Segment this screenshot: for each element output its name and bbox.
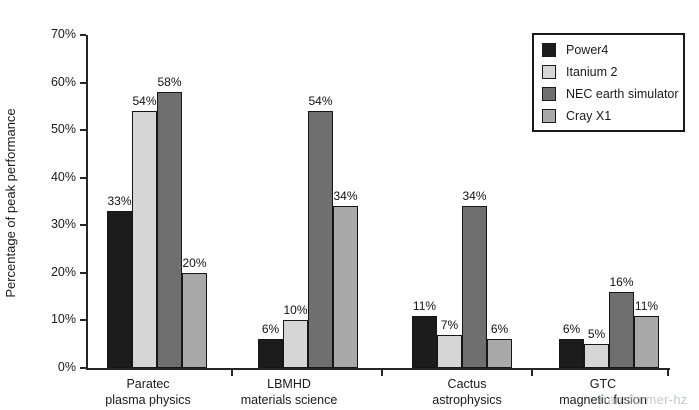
legend-label: NEC earth simulator	[566, 87, 679, 101]
bar-itanium-2-cactus	[437, 334, 462, 368]
x-category-label-line: plasma physics	[105, 393, 191, 407]
bar-value-label: 11%	[412, 298, 437, 313]
plot-area: 33% 54% 58% 20% 6% 10% 54% 34% 11% 7% 34% 6% 6% 5% 16%…	[86, 35, 670, 370]
y-axis-tick	[80, 271, 86, 274]
legend-swatch-nec-earth-simulator	[542, 87, 556, 101]
bar-nec-earth-simulator-paratec	[157, 92, 182, 368]
bar-value-label: 33%	[107, 194, 132, 209]
x-axis-tick	[381, 370, 383, 376]
x-category-label-lbmhd: LBMHD materials science	[241, 376, 338, 408]
x-axis-tick	[531, 370, 533, 376]
x-category-label-line: astrophysics	[432, 393, 502, 407]
y-axis-tick	[80, 319, 86, 322]
legend-item-itanium-2: Itanium 2	[542, 65, 675, 79]
y-axis-tick-label: 40%	[50, 169, 76, 184]
bar-power4-cactus	[412, 315, 437, 368]
bar-itanium-2-lbmhd	[283, 320, 308, 368]
bar-value-label: 6%	[490, 322, 509, 337]
legend-swatch-power4	[542, 43, 556, 57]
legend: Power4 Itanium 2 NEC earth simulator Cray X…	[532, 33, 685, 132]
legend-item-cray-x1: Cray X1	[542, 109, 675, 123]
x-axis-tick	[667, 370, 669, 376]
y-axis-tick-label: 10%	[50, 312, 76, 327]
bar-value-label: 34%	[333, 189, 358, 204]
bar-value-label: 7%	[440, 317, 459, 332]
bar-value-label: 10%	[283, 303, 308, 318]
y-axis-title: Percentage of peak performance	[3, 108, 18, 298]
x-category-label-line: GTC	[589, 377, 617, 391]
bar-value-label: 34%	[462, 189, 487, 204]
legend-swatch-cray-x1	[542, 109, 556, 123]
x-category-label-cactus: Cactus astrophysics	[432, 376, 501, 408]
bar-nec-earth-simulator-lbmhd	[308, 111, 333, 368]
bar-power4-paratec	[107, 211, 132, 368]
y-axis-tick-label: 70%	[50, 27, 76, 41]
legend-label: Cray X1	[566, 109, 612, 123]
bar-value-label: 20%	[182, 255, 207, 270]
bar-value-label: 6%	[261, 322, 280, 337]
bar-value-label: 5%	[587, 327, 606, 342]
bar-cray-x1-gtc	[634, 315, 659, 368]
y-axis-tick	[80, 224, 86, 227]
bar-value-label: 6%	[562, 322, 581, 337]
bar-value-label: 11%	[634, 298, 659, 313]
watermark-text: transformer-hz	[599, 392, 688, 407]
y-axis-tick-label: 20%	[50, 264, 76, 279]
bar-cray-x1-paratec	[182, 272, 207, 368]
legend-label: Itanium 2	[566, 65, 618, 79]
x-category-label-line: magnetic fusion	[559, 393, 647, 407]
legend-swatch-itanium-2	[542, 65, 556, 79]
bar-itanium-2-paratec	[132, 111, 157, 368]
y-axis-tick-label: 30%	[50, 217, 76, 232]
bar-value-label: 58%	[157, 75, 182, 90]
bar-power4-gtc	[559, 339, 584, 368]
bar-value-label: 54%	[132, 94, 157, 109]
y-axis-tick-label: 50%	[50, 122, 76, 137]
x-category-label-paratec: Paratec plasma physics	[105, 376, 190, 408]
x-category-label-line: Paratec	[126, 377, 170, 391]
y-axis-tick	[80, 367, 86, 369]
bar-itanium-2-gtc	[584, 344, 609, 368]
bar-nec-earth-simulator-gtc	[609, 291, 634, 368]
legend-label: Power4	[566, 43, 609, 57]
y-axis-tick	[80, 129, 86, 132]
x-category-label-line: materials science	[240, 393, 338, 407]
bar-value-label: 16%	[609, 274, 634, 289]
y-axis-tick	[80, 34, 86, 36]
y-axis-tick-label: 0%	[57, 360, 76, 374]
bar-power4-lbmhd	[258, 339, 283, 368]
bar-cray-x1-cactus	[487, 339, 512, 368]
y-axis-tick-label: 60%	[50, 74, 76, 89]
legend-item-power4: Power4	[542, 43, 675, 57]
x-category-label-line: LBMHD	[267, 377, 311, 391]
y-axis-tick	[80, 81, 86, 84]
bar-nec-earth-simulator-cactus	[462, 206, 487, 368]
bar-value-label: 54%	[308, 94, 333, 109]
x-category-label-gtc: GTC magnetic fusion	[559, 376, 647, 408]
x-axis-tick	[231, 370, 233, 376]
bar-cray-x1-lbmhd	[333, 206, 358, 368]
x-category-label-line: Cactus	[447, 377, 487, 391]
y-axis-tick	[80, 176, 86, 179]
legend-item-nec-earth-simulator: NEC earth simulator	[542, 87, 679, 101]
